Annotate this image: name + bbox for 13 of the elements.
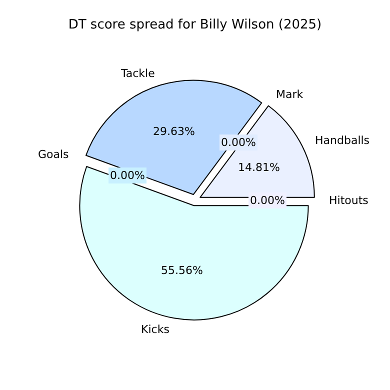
text: 0.00% (250, 194, 285, 207)
data-label: 14.81% (238, 161, 280, 174)
slice-label: Handballs (315, 134, 370, 147)
category-label: Hitouts (329, 194, 368, 207)
chart-title: DT score spread for Billy Wilson (2025) (68, 18, 322, 33)
data-label: 29.63% (153, 125, 195, 138)
category-label: Goals (38, 148, 69, 161)
data-label: 55.56% (161, 264, 203, 277)
text: 0.00% (110, 169, 145, 182)
text: 0.00% (221, 136, 256, 149)
slice-label: Kicks (141, 323, 170, 336)
slice-label: Tackle (120, 67, 156, 80)
category-label: Mark (276, 88, 304, 101)
